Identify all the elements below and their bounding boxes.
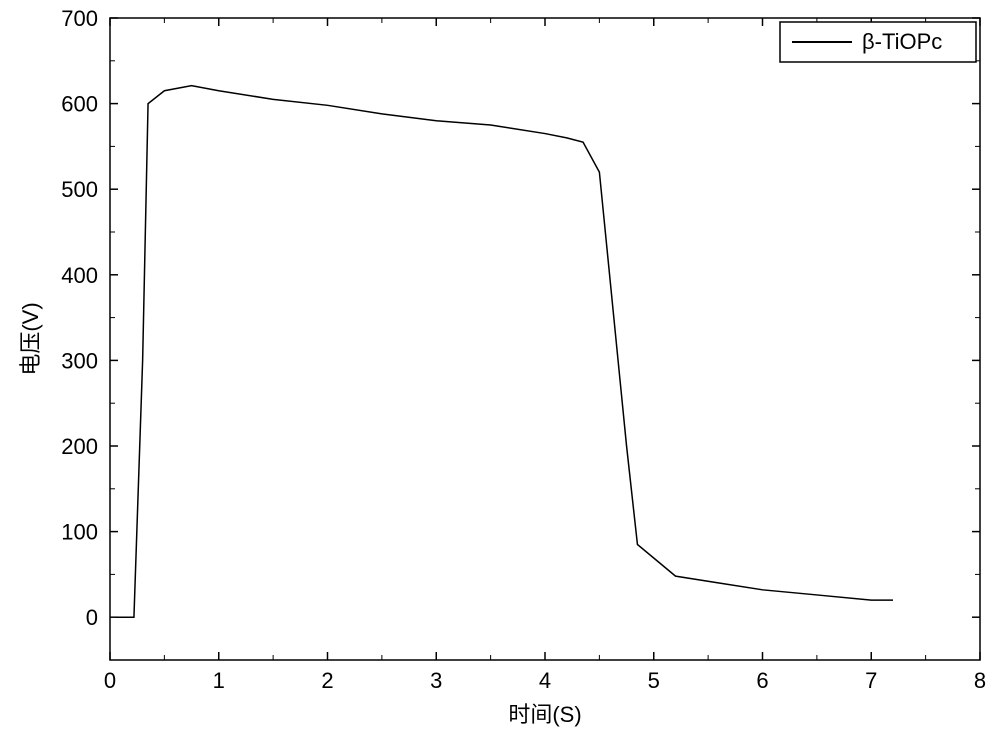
y-tick-label: 300 bbox=[61, 348, 98, 373]
x-tick-label: 3 bbox=[430, 668, 442, 693]
y-tick-label: 200 bbox=[61, 434, 98, 459]
x-tick-label: 8 bbox=[974, 668, 986, 693]
x-tick-label: 0 bbox=[104, 668, 116, 693]
y-tick-label: 600 bbox=[61, 92, 98, 117]
y-tick-label: 100 bbox=[61, 520, 98, 545]
series-beta-tiopc bbox=[117, 86, 893, 618]
x-tick-label: 7 bbox=[865, 668, 877, 693]
legend-label: β-TiOPc bbox=[862, 29, 942, 54]
x-tick-label: 1 bbox=[213, 668, 225, 693]
x-tick-label: 5 bbox=[648, 668, 660, 693]
y-tick-label: 0 bbox=[86, 605, 98, 630]
line-chart: 0 1 2 3 4 5 6 7 8 0 100 200 300 400 500 600 700 时间(S) 电压(V… bbox=[0, 0, 1000, 739]
x-tick-label: 4 bbox=[539, 668, 551, 693]
x-axis-label: 时间(S) bbox=[508, 702, 581, 727]
x-tick-label: 6 bbox=[756, 668, 768, 693]
y-axis-label: 电压(V) bbox=[18, 302, 43, 375]
y-tick-label: 500 bbox=[61, 177, 98, 202]
y-tick-label: 400 bbox=[61, 263, 98, 288]
y-tick-label: 700 bbox=[61, 6, 98, 31]
x-tick-label: 2 bbox=[321, 668, 333, 693]
